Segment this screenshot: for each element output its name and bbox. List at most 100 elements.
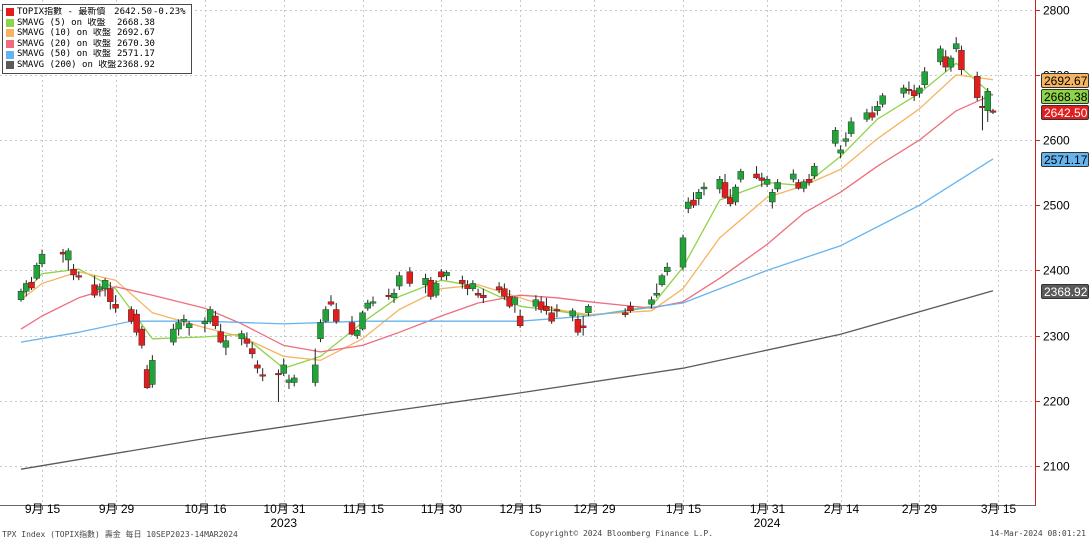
candle-body — [879, 95, 886, 105]
candle — [469, 280, 477, 292]
candle — [774, 179, 781, 193]
candle-body — [312, 364, 319, 383]
candle-body — [70, 268, 77, 276]
candle-body — [133, 313, 140, 333]
candle-body — [569, 310, 576, 317]
candle — [569, 308, 576, 322]
ma-line-50 — [20, 158, 994, 343]
chart-legend: TOPIX指數 - 最新價 2642.50 -0.23% SMAVG (5) o… — [2, 4, 192, 74]
candle-body — [543, 306, 550, 312]
candle-body — [952, 43, 960, 50]
candle-body — [958, 49, 965, 70]
candle-body — [989, 110, 997, 113]
candle — [937, 45, 944, 66]
candle — [28, 276, 35, 290]
candle — [989, 108, 997, 115]
candle — [763, 175, 771, 188]
candle — [501, 283, 508, 300]
candle-body — [553, 309, 561, 312]
footer-source: TPX Index (TOPIX指數) 壽金 每日 10SEP2023-14MA… — [2, 530, 238, 539]
candle — [364, 299, 371, 311]
candle-body — [107, 288, 114, 302]
last-value-tag-price: 2642.50 — [1041, 105, 1089, 121]
candle-body — [291, 377, 298, 383]
candle — [175, 319, 182, 336]
candle — [327, 295, 335, 307]
candle-body — [65, 250, 72, 261]
candle — [238, 330, 245, 346]
candle — [511, 296, 519, 313]
candle-body — [622, 312, 629, 315]
legend-row-sma20: SMAVG (20) on 收盤 2670.30 — [6, 39, 188, 50]
candle-body — [495, 286, 503, 291]
candle-body — [511, 297, 519, 305]
candle — [622, 308, 629, 318]
y-tick-label: 2500 — [1043, 199, 1070, 213]
legend-value: 2368.92 — [117, 59, 155, 70]
candle — [107, 282, 114, 310]
candle-body — [280, 364, 287, 374]
candle-body — [322, 309, 329, 322]
candle-body — [721, 182, 729, 198]
candle — [653, 283, 660, 298]
candle — [180, 314, 188, 326]
candle — [33, 262, 40, 281]
legend-value: 2571.17 — [117, 49, 155, 60]
last-value-tag-sma200: 2368.92 — [1041, 283, 1089, 299]
ma-line-10 — [20, 74, 994, 361]
candle-body — [327, 301, 335, 305]
candle-body — [75, 275, 83, 278]
candle-body — [474, 293, 482, 296]
candle — [432, 280, 440, 298]
candle-body — [790, 173, 797, 180]
x-tick-label: 12月 29 — [573, 502, 615, 516]
candle-body — [579, 325, 587, 328]
candle — [842, 132, 850, 147]
candle — [832, 127, 839, 147]
candle — [695, 188, 702, 206]
x-tick-label: 2月 14 — [824, 502, 860, 516]
candle-body — [17, 291, 25, 300]
candle-body — [369, 301, 377, 304]
candle-body — [480, 294, 487, 298]
x-tick-label: 10月 16 — [184, 502, 226, 516]
candle-body — [317, 322, 324, 340]
last-value-tag-sma5: 2668.38 — [1041, 88, 1089, 104]
candle — [396, 271, 403, 290]
candle-body — [254, 364, 261, 369]
candle — [348, 316, 356, 336]
footer-timestamp: 14-Mar-2024 08:01:21 — [989, 529, 1086, 538]
candle-body — [180, 319, 188, 322]
candle-body — [364, 302, 371, 309]
candle — [248, 342, 256, 359]
candle-body — [432, 283, 440, 296]
candle — [243, 332, 251, 348]
candle — [847, 117, 855, 137]
candle — [149, 355, 156, 388]
candle-body — [737, 171, 744, 180]
candle — [958, 45, 965, 75]
candle-body — [847, 121, 855, 134]
candle — [185, 321, 193, 336]
candle — [664, 262, 671, 276]
y-tick-label: 2200 — [1043, 395, 1070, 409]
candles — [17, 37, 997, 403]
candle — [900, 84, 907, 98]
legend-value: 2670.30 — [117, 38, 155, 49]
legend-label: SMAVG (10) on 收盤 — [17, 28, 111, 39]
candle-body — [217, 331, 224, 343]
candle-body — [138, 328, 146, 346]
candle-body — [396, 275, 403, 287]
candle-body — [359, 312, 366, 330]
candle-body — [112, 304, 119, 309]
candle — [790, 169, 797, 183]
x-tick-label: 9月 29 — [99, 502, 135, 516]
candle — [690, 192, 697, 208]
candle-body — [664, 266, 671, 272]
candle-body — [238, 333, 245, 340]
candle-body — [390, 293, 398, 298]
candle — [443, 270, 450, 281]
candle-body — [212, 315, 219, 327]
candle — [879, 93, 886, 108]
candle — [916, 85, 923, 98]
